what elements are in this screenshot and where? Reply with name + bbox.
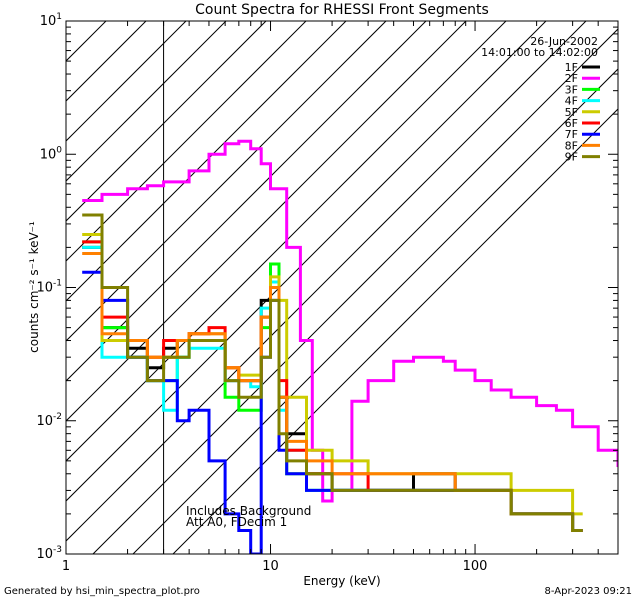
- hatch-line: [92, 28, 618, 554]
- series-8f: [82, 252, 583, 532]
- date-label: 26-Jun-2002: [530, 35, 598, 48]
- x-tick-label: 1: [62, 559, 70, 574]
- hatch-line: [66, 21, 587, 542]
- footer-timestamp: 8-Apr-2023 09:21: [545, 586, 632, 597]
- y-tick-label: 10-3: [36, 545, 62, 562]
- legend-label-3f: 3F: [565, 83, 578, 96]
- legend-label-7f: 7F: [565, 128, 578, 141]
- series-2f: [82, 139, 618, 503]
- legend-label-2f: 2F: [565, 72, 578, 85]
- footer-generator: Generated by hsi_min_spectra_plot.pro: [4, 586, 200, 597]
- legend-label-4f: 4F: [565, 95, 578, 108]
- x-axis-label: Energy (keV): [303, 574, 380, 588]
- y-tick-label: 10-1: [36, 279, 62, 296]
- hatch-line: [66, 21, 467, 422]
- annotation-background: Includes Background: [186, 504, 311, 518]
- axis-ticks: [65, 20, 619, 555]
- series-9f: [82, 213, 583, 532]
- y-axis-label: counts cm⁻² s⁻¹ keV⁻¹: [27, 221, 41, 353]
- legend-label-6f: 6F: [565, 117, 578, 130]
- y-tick-label: 10-2: [36, 412, 62, 429]
- hatch-line: [66, 21, 507, 462]
- hatch-line: [66, 21, 267, 222]
- x-tick-labels: 1 10 100: [62, 559, 488, 574]
- chart-title: Count Spectra for RHESSI Front Segments: [195, 2, 489, 18]
- legend-label-8f: 8F: [565, 139, 578, 152]
- x-tick-label: 10: [262, 559, 279, 574]
- y-tick-labels: 10-3 10-2 10-1 100 101: [36, 12, 62, 562]
- hatch-line: [66, 21, 227, 182]
- y-tick-label: 100: [40, 145, 63, 162]
- hatch-line: [66, 21, 307, 262]
- hatch-line: [66, 21, 427, 382]
- hatch-line: [132, 68, 618, 554]
- hatch-line: [66, 21, 187, 142]
- annotation-attenuator: Att A0, FDecim 1: [186, 515, 287, 529]
- y-tick-label: 101: [40, 12, 62, 29]
- series-layer: [82, 139, 618, 554]
- legend-label-5f: 5F: [565, 106, 578, 119]
- hatch-line: [66, 21, 347, 302]
- legend-label-9f: 9F: [565, 151, 578, 164]
- x-tick-label: 100: [463, 559, 488, 574]
- legend-label-1f: 1F: [565, 61, 578, 74]
- time-range-label: 14:01:00 to 14:02:00: [481, 46, 598, 59]
